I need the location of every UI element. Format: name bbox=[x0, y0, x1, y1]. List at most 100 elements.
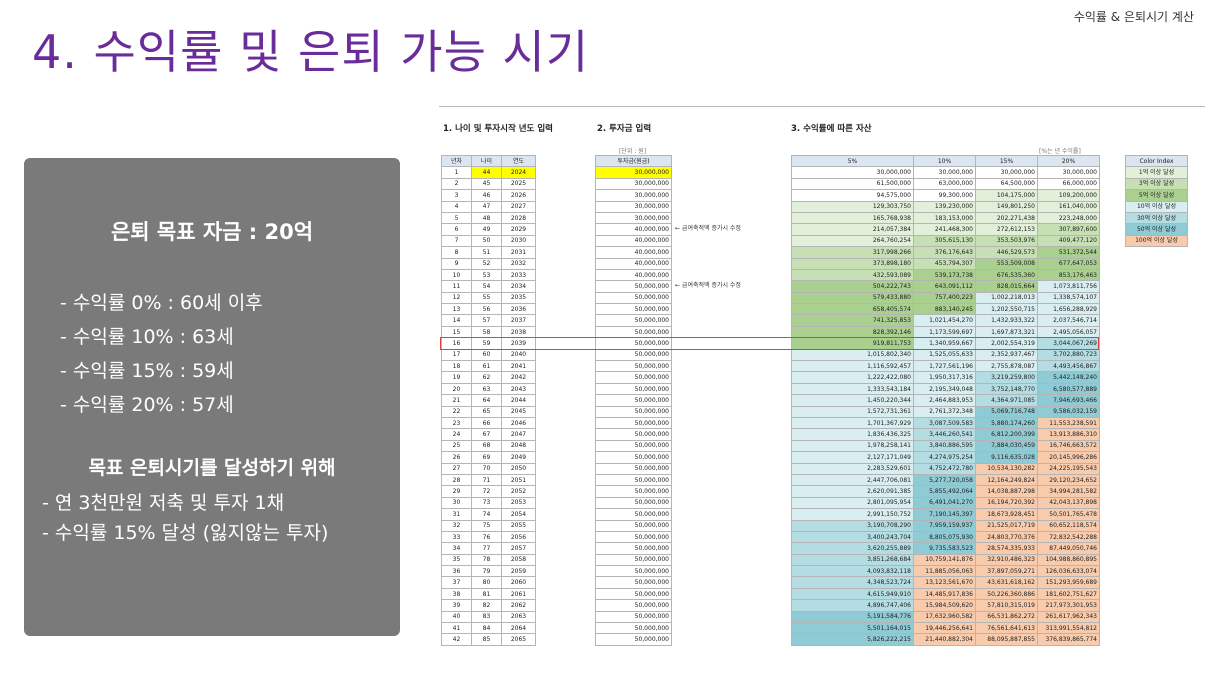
table-row: 29 72 2052 bbox=[441, 485, 536, 498]
asset-cell: 307,897,600 bbox=[1037, 223, 1100, 236]
table-cell: 75 bbox=[471, 519, 502, 532]
asset-cell: 1,222,422,080 bbox=[791, 371, 914, 384]
section-heading: 3. 수익률에 따른 자산 bbox=[791, 124, 872, 134]
table-cell: 65 bbox=[471, 405, 502, 419]
asset-cell: 4,896,747,406 bbox=[791, 599, 914, 612]
investment-cell: 50,000,000 bbox=[595, 542, 672, 555]
investment-cell: 40,000,000 bbox=[595, 223, 672, 236]
asset-cell: 1,073,811,756 bbox=[1037, 280, 1100, 293]
asset-cell: 43,631,618,162 bbox=[975, 576, 1038, 589]
color-index-item: 10억 이상 달성 bbox=[1125, 200, 1188, 213]
table-cell: 2056 bbox=[501, 530, 536, 544]
table-cell: 36 bbox=[441, 565, 472, 578]
asset-cell: 19,446,256,641 bbox=[913, 621, 976, 635]
table-cell: 2033 bbox=[501, 268, 536, 282]
table-cell: 28 bbox=[441, 473, 472, 487]
asset-cell: 2,761,372,348 bbox=[913, 405, 976, 419]
asset-table: 5% 10% 15% 20% 30,000,000 30,000,000 30,00… bbox=[791, 154, 1100, 646]
investment-cell: 30,000,000 bbox=[595, 211, 672, 225]
asset-cell: 63,000,000 bbox=[913, 177, 976, 191]
table-cell: 54 bbox=[471, 280, 502, 293]
table-cell: 38 bbox=[441, 587, 472, 601]
asset-cell: 17,632,960,582 bbox=[913, 610, 976, 624]
asset-cell: 553,509,008 bbox=[975, 257, 1038, 270]
investment-cell: 50,000,000 bbox=[595, 337, 672, 350]
investment-cell: 50,000,000 bbox=[595, 565, 672, 578]
table-row: 50,000,000 bbox=[595, 485, 672, 498]
asset-cell: 109,200,000 bbox=[1037, 189, 1100, 202]
table-cell: 2047 bbox=[501, 428, 536, 441]
table-cell: 18 bbox=[441, 360, 472, 373]
table-row: 50,000,000 bbox=[595, 394, 672, 407]
table-row: 17 60 2040 bbox=[441, 348, 536, 362]
asset-cell: 5,855,492,064 bbox=[913, 485, 976, 498]
table-row: 4,896,747,406 15,984,509,620 57,810,315,01… bbox=[791, 599, 1100, 612]
asset-cell: 1,450,220,344 bbox=[791, 394, 914, 407]
asset-cell: 6,812,200,399 bbox=[975, 428, 1038, 441]
investment-cell: 50,000,000 bbox=[595, 416, 672, 430]
table-row: 50,000,000 bbox=[595, 348, 672, 362]
asset-cell: 1,173,599,697 bbox=[913, 325, 976, 339]
color-index-row: 30억 이상 달성 bbox=[1125, 211, 1188, 225]
asset-cell: 3,702,880,723 bbox=[1037, 348, 1100, 362]
asset-cell: 4,364,971,085 bbox=[975, 394, 1038, 407]
summary-panel: 은퇴 목표 자금 : 20억 - 수익률 0% : 60세 이후 - 수익률 1… bbox=[24, 158, 400, 636]
asset-cell: 2,801,095,954 bbox=[791, 496, 914, 510]
table-cell: 12 bbox=[441, 291, 472, 305]
table-row: 50,000,000 bbox=[595, 587, 672, 601]
asset-cell: 149,801,250 bbox=[975, 200, 1038, 213]
asset-cell: 7,884,030,459 bbox=[975, 439, 1038, 453]
table-row: 5,501,164,015 19,446,256,641 76,561,641,61… bbox=[791, 621, 1100, 635]
table-cell: 46 bbox=[471, 189, 502, 202]
table-cell: 2043 bbox=[501, 382, 536, 396]
asset-cell: 4,274,975,254 bbox=[913, 451, 976, 464]
asset-cell: 5,191,584,776 bbox=[791, 610, 914, 624]
asset-cell: 1,015,802,340 bbox=[791, 348, 914, 362]
table-row: 50,000,000 bbox=[595, 633, 672, 646]
investment-cell: 50,000,000 bbox=[595, 530, 672, 544]
asset-cell: 50,226,360,886 bbox=[975, 587, 1038, 601]
table-cell: 32 bbox=[441, 519, 472, 532]
investment-cell: 50,000,000 bbox=[595, 451, 672, 464]
table-row: 50,000,000 bbox=[595, 439, 672, 453]
table-cell: 26 bbox=[441, 451, 472, 464]
column-header: 투자금(원금) bbox=[595, 154, 672, 168]
asset-cell: 34,994,281,582 bbox=[1037, 485, 1100, 498]
asset-cell: 60,652,118,574 bbox=[1037, 519, 1100, 532]
section-heading: 2. 투자금 입력 bbox=[597, 124, 652, 134]
table-cell: 2061 bbox=[501, 587, 536, 601]
asset-cell: 3,446,260,541 bbox=[913, 428, 976, 441]
table-row: 42 85 2065 bbox=[441, 633, 536, 646]
table-cell: 73 bbox=[471, 496, 502, 510]
table-cell: 82 bbox=[471, 599, 502, 612]
table-row: 1,836,436,325 3,446,260,541 6,812,200,399 1… bbox=[791, 428, 1100, 441]
table-cell: 57 bbox=[471, 314, 502, 327]
asset-cell: 4,093,832,118 bbox=[791, 565, 914, 578]
table-row: 18 61 2041 bbox=[441, 360, 536, 373]
asset-cell: 214,057,384 bbox=[791, 223, 914, 236]
asset-cell: 4,752,472,780 bbox=[913, 462, 976, 475]
table-cell: 2053 bbox=[501, 496, 536, 510]
asset-cell: 104,988,860,895 bbox=[1037, 553, 1100, 567]
asset-cell: 1,727,561,196 bbox=[913, 360, 976, 373]
asset-cell: 1,340,959,667 bbox=[913, 337, 976, 350]
investment-cell: 50,000,000 bbox=[595, 576, 672, 589]
rate-line: - 수익률 15% : 59세 bbox=[60, 360, 234, 382]
investment-cell: 50,000,000 bbox=[595, 348, 672, 362]
rate-line: - 수익률 0% : 60세 이후 bbox=[60, 292, 263, 314]
asset-cell: 432,593,089 bbox=[791, 268, 914, 282]
table-row: 50,000,000 bbox=[595, 462, 672, 475]
asset-cell: 539,173,738 bbox=[913, 268, 976, 282]
table-row: 50,000,000 bbox=[595, 291, 672, 305]
asset-cell: 14,038,887,298 bbox=[975, 485, 1038, 498]
table-row: 50,000,000 bbox=[595, 451, 672, 464]
asset-cell: 261,617,962,343 bbox=[1037, 610, 1100, 624]
asset-cell: 2,620,091,385 bbox=[791, 485, 914, 498]
column-header: 연도 bbox=[501, 154, 536, 168]
header-label: 수익률 & 은퇴시기 계산 bbox=[1073, 10, 1194, 24]
table-cell: 23 bbox=[441, 416, 472, 430]
asset-cell: 57,810,315,019 bbox=[975, 599, 1038, 612]
asset-cell: 1,656,288,929 bbox=[1037, 303, 1100, 316]
table-row: 1,572,731,361 2,761,372,348 5,069,716,748 9… bbox=[791, 405, 1100, 419]
investment-cell: 50,000,000 bbox=[595, 382, 672, 396]
